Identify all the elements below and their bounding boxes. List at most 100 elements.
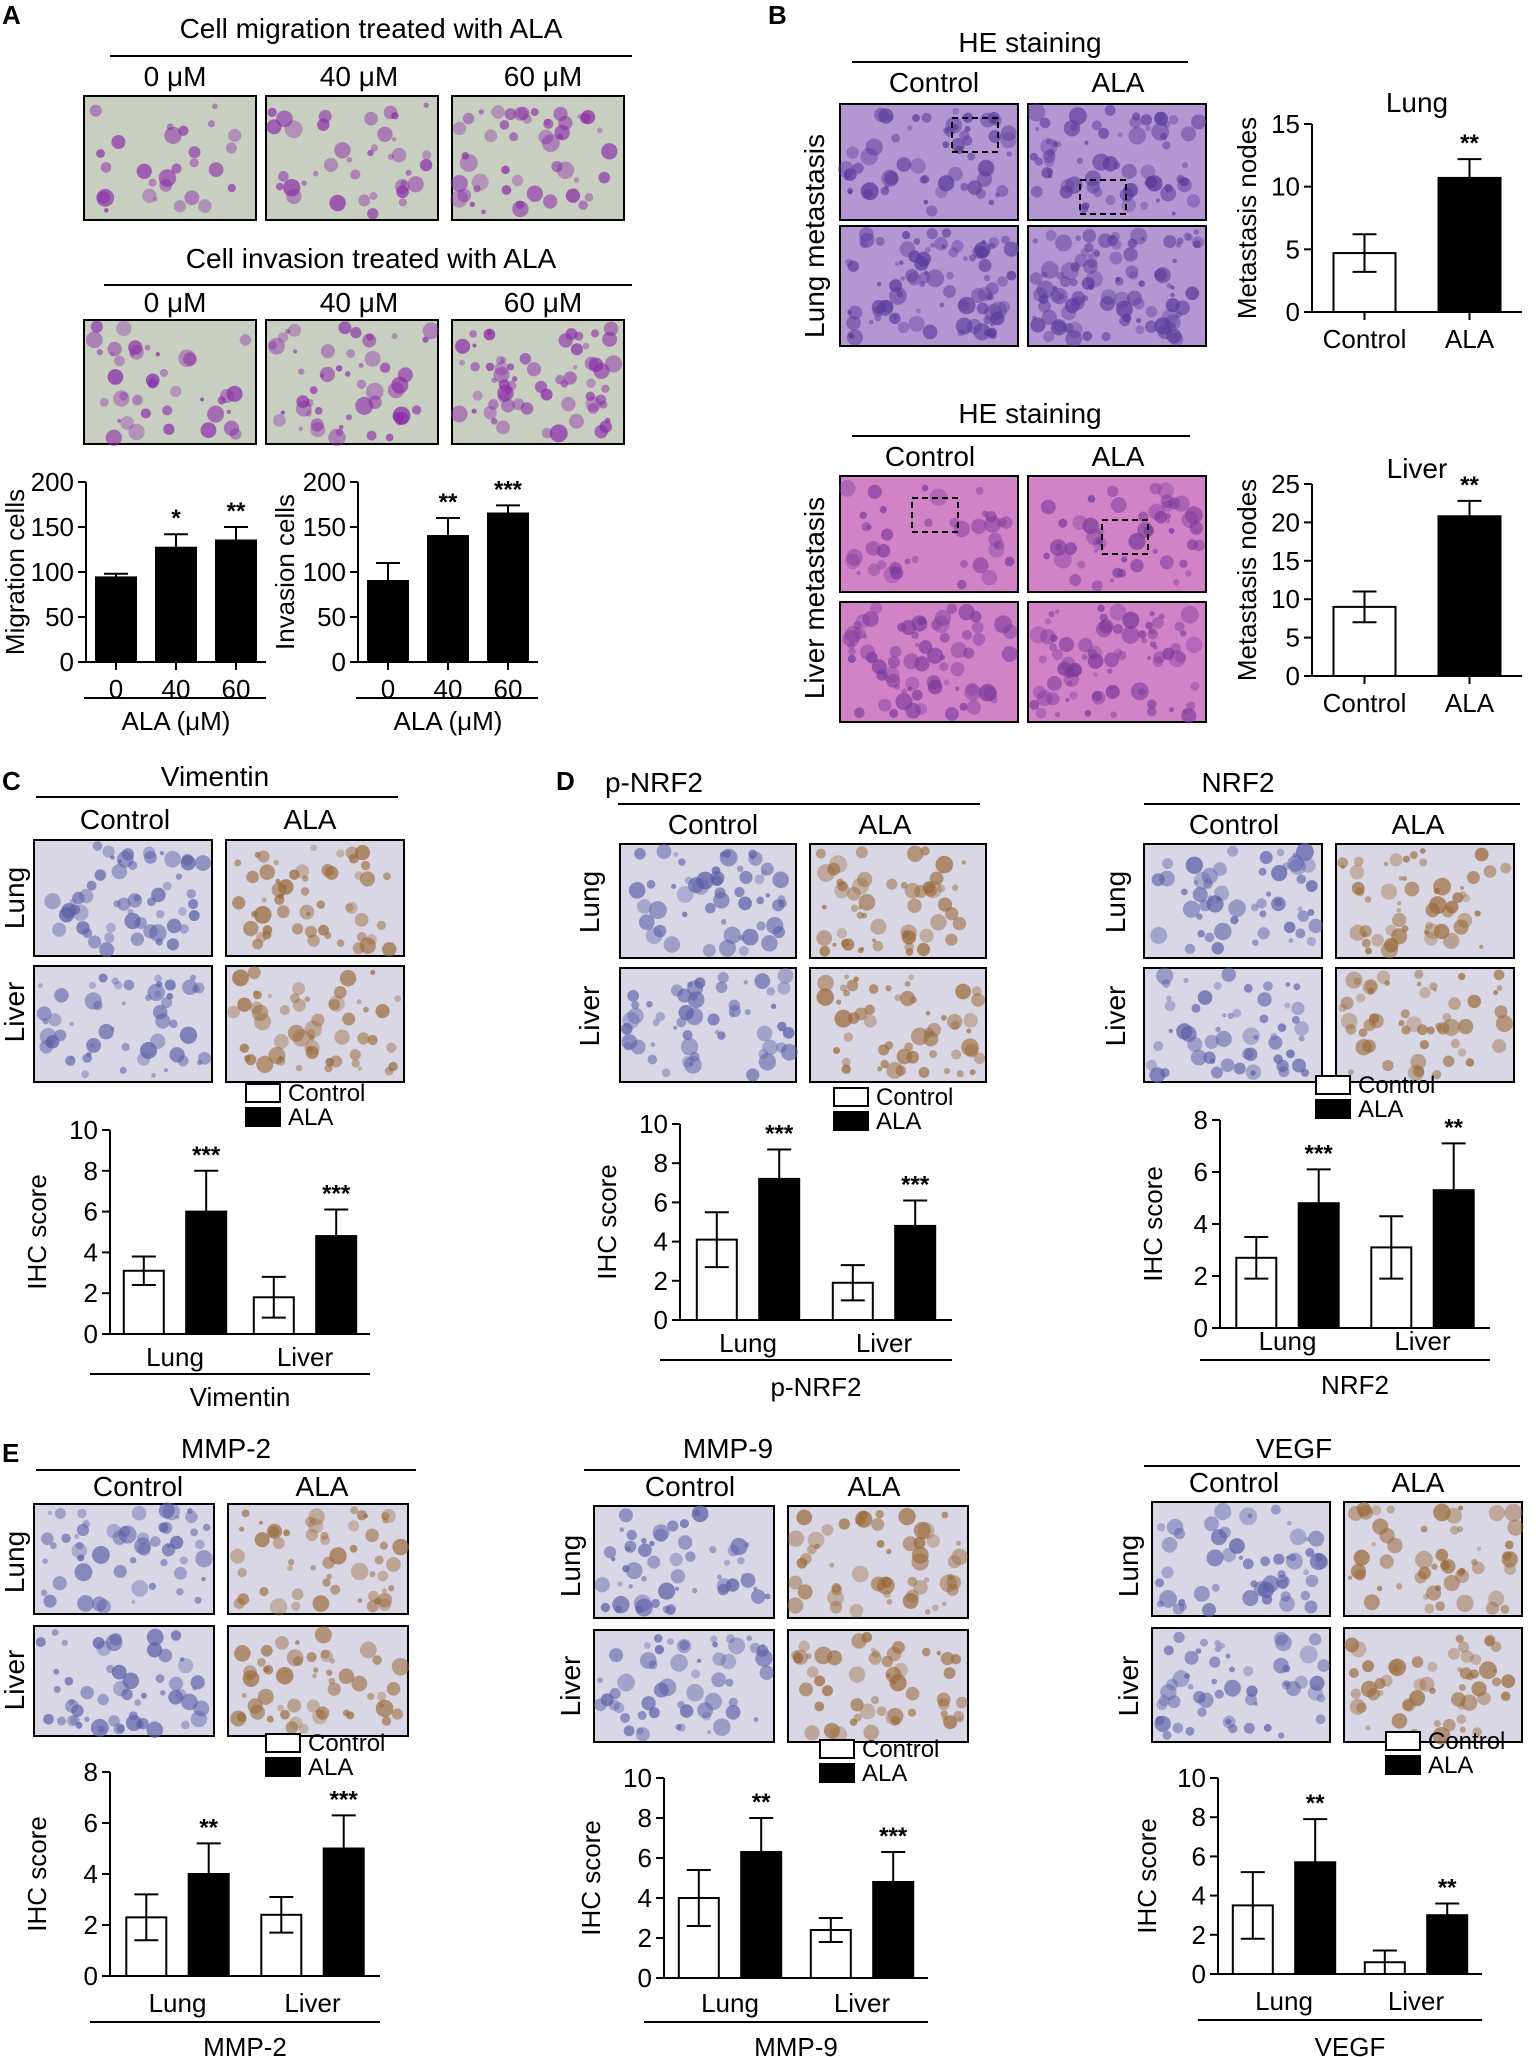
tissue-blob <box>1006 270 1017 281</box>
tissue-blob <box>956 1540 962 1546</box>
lung-he-image <box>837 103 1019 221</box>
tissue-blob <box>267 337 285 355</box>
tissue-blob <box>1107 235 1119 246</box>
mmp9-ihc-image <box>593 1629 775 1743</box>
tissue-blob <box>239 1043 249 1053</box>
ala-bar <box>1426 1914 1469 1975</box>
tissue-blob <box>1215 1030 1232 1048</box>
tissue-blob <box>952 916 967 931</box>
tissue-blob <box>333 985 347 999</box>
tissue-blob <box>917 616 927 626</box>
tissue-blob <box>1286 1049 1295 1059</box>
tissue-blob <box>1187 1684 1194 1690</box>
tissue-blob <box>485 362 495 372</box>
tissue-blob <box>1278 1732 1285 1739</box>
tissue-blob <box>1168 497 1181 510</box>
x-axis-label: ALA (μM) <box>394 706 503 736</box>
tissue-blob <box>950 1653 962 1665</box>
tissue-blob <box>1175 651 1186 663</box>
tissue-blob <box>1491 1677 1502 1687</box>
tissue-blob <box>105 429 122 446</box>
y-tick-label: 6 <box>1194 1157 1208 1187</box>
tissue-blob <box>543 118 554 129</box>
tissue-blob <box>737 1556 745 1565</box>
tissue-blob <box>276 1667 294 1685</box>
he-staining-header: HE staining <box>958 27 1101 58</box>
tissue-blob <box>918 1066 930 1078</box>
tissue-blob <box>1227 1012 1234 1020</box>
mmp9-header: MMP-9 <box>683 1433 773 1464</box>
tissue-blob <box>288 323 301 337</box>
tissue-blob <box>919 175 928 184</box>
tissue-blob <box>900 276 905 281</box>
tissue-blob <box>905 676 920 691</box>
tissue-blob <box>1034 157 1044 166</box>
tissue-blob <box>1179 630 1187 637</box>
x-tick-label: Control <box>1323 688 1407 718</box>
tissue-blob <box>864 1004 876 1016</box>
tissue-blob <box>1427 1661 1438 1673</box>
tissue-blob <box>942 141 950 149</box>
tissue-blob <box>952 884 959 891</box>
x-tick-label: Control <box>1323 324 1407 354</box>
tissue-blob <box>1259 1014 1269 1024</box>
tissue-blob <box>131 1599 136 1605</box>
row-label-liver: Liver <box>574 986 605 1047</box>
legend-swatch <box>1385 1731 1421 1751</box>
tissue-blob <box>1407 1064 1425 1082</box>
tissue-blob <box>61 903 77 919</box>
dose-label: 0 μM <box>144 61 207 92</box>
tissue-blob <box>128 860 138 871</box>
group-label: MMP-2 <box>203 2032 287 2057</box>
tissue-blob <box>636 1727 644 1735</box>
tissue-blob <box>1143 525 1155 537</box>
tissue-blob <box>1270 1504 1281 1515</box>
tissue-blob <box>320 1531 329 1540</box>
tissue-blob <box>855 846 868 859</box>
vimentin-ihc-image <box>225 839 405 957</box>
y-tick-label: 8 <box>1192 1802 1206 1832</box>
x-tick-label: 60 <box>222 674 251 704</box>
tissue-blob <box>937 884 946 893</box>
tissue-blob <box>663 936 681 953</box>
tissue-blob <box>1376 1585 1383 1592</box>
p-nrf2-ihc-image <box>619 967 798 1083</box>
tissue-blob <box>111 977 119 985</box>
tissue-blob <box>61 1533 71 1543</box>
tissue-blob <box>846 146 859 159</box>
y-tick-label: 150 <box>31 512 74 542</box>
tissue-blob <box>556 161 575 180</box>
tissue-blob <box>1416 1024 1428 1036</box>
tissue-blob <box>65 1055 76 1066</box>
tissue-blob <box>754 973 771 989</box>
tissue-blob <box>147 983 165 1002</box>
y-tick-label: 2 <box>638 1923 652 1953</box>
tissue-blob <box>1149 611 1155 617</box>
tissue-blob <box>862 610 879 628</box>
tissue-blob <box>86 880 97 891</box>
tissue-blob <box>312 1709 328 1725</box>
tissue-blob <box>1150 641 1157 648</box>
tissue-blob <box>273 1034 289 1050</box>
tissue-blob <box>1030 185 1043 198</box>
tissue-blob <box>892 1641 905 1654</box>
tissue-blob <box>609 1648 624 1663</box>
tissue-blob <box>504 108 517 121</box>
tissue-blob <box>328 998 341 1011</box>
tissue-blob <box>117 897 131 911</box>
tissue-blob <box>1304 1600 1318 1614</box>
dose-label: 60 μM <box>504 287 582 318</box>
tissue-blob <box>1239 1507 1258 1526</box>
tissue-blob <box>1128 126 1147 145</box>
tissue-blob <box>1396 901 1402 906</box>
tissue-blob <box>939 302 945 308</box>
tissue-blob <box>871 1696 880 1705</box>
x-tick-label: 40 <box>434 674 463 704</box>
tissue-blob <box>397 367 413 383</box>
tissue-blob <box>953 1710 965 1722</box>
tissue-blob <box>253 905 272 924</box>
tissue-blob <box>604 355 623 373</box>
tissue-blob <box>902 1536 918 1552</box>
tissue-blob <box>984 329 992 336</box>
tissue-blob <box>140 408 151 419</box>
